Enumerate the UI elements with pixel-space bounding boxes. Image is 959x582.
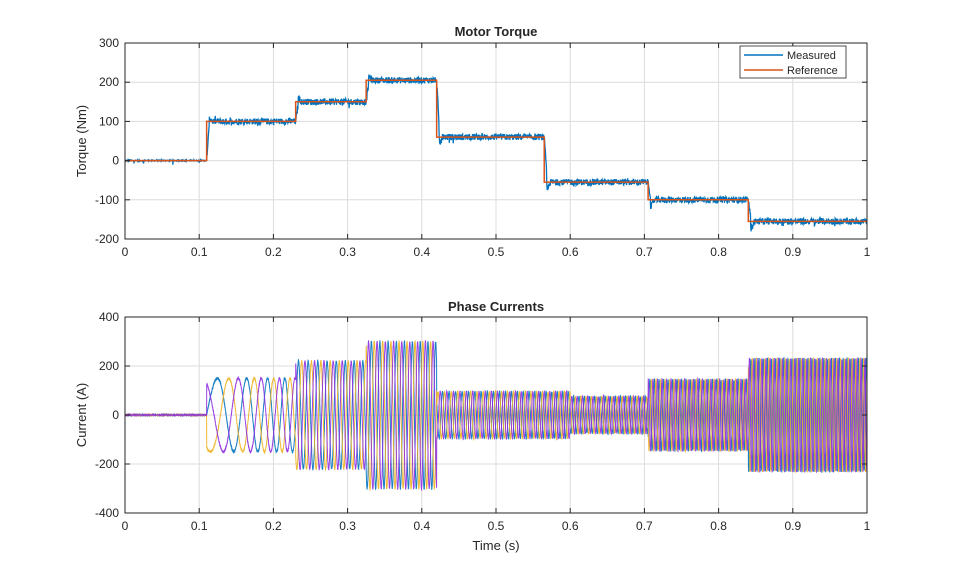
y-tick-label: 0 [112,154,119,168]
y-tick-label: 0 [112,408,119,422]
x-tick-label: 0.7 [636,519,653,533]
currents-xlabel: Time (s) [472,538,519,553]
series-phase-2 [124,340,868,492]
x-tick-label: 0.6 [562,519,579,533]
currents-axes: Phase Currents Current (A) Time (s) 0 0.1… [74,299,871,553]
y-tick-label: -100 [95,193,119,207]
x-tick-label: 0.5 [488,519,505,533]
x-tick-label: 0.2 [265,245,282,259]
legend-reference-label: Reference [787,65,838,77]
y-tick-label: -200 [95,232,119,246]
y-tick-label: -400 [95,506,119,520]
legend-measured-label: Measured [787,50,836,62]
y-tick-label: 400 [99,310,119,324]
torque-axes: Motor Torque Torque (Nm) 0 0.1 0.2 0.3 0.4 0.… [74,24,871,259]
x-tick-label: 0.4 [413,519,430,533]
x-tick-label: 0 [122,245,129,259]
x-tick-label: 0.2 [265,519,282,533]
x-tick-label: 0.3 [339,519,356,533]
currents-ylabel: Current (A) [74,383,89,447]
x-tick-label: 0.9 [784,245,801,259]
x-tick-label: 0 [122,519,129,533]
y-tick-label: -200 [95,457,119,471]
x-tick-label: 0.6 [562,245,579,259]
x-tick-label: 0.8 [710,245,727,259]
x-tick-label: 0.1 [191,245,208,259]
x-tick-label: 0.3 [339,245,356,259]
x-tick-label: 0.8 [710,519,727,533]
y-tick-label: 200 [99,359,119,373]
currents-title: Phase Currents [448,299,544,314]
y-tick-label: 200 [99,75,119,89]
torque-ylabel: Torque (Nm) [74,105,89,177]
torque-title: Motor Torque [455,24,538,39]
x-tick-label: 0.7 [636,245,653,259]
x-tick-label: 0.4 [413,245,430,259]
x-tick-label: 1 [864,245,871,259]
x-tick-label: 0.1 [191,519,208,533]
legend: Measured Reference [739,45,847,79]
y-tick-label: 100 [99,114,119,128]
series-phase-3 [124,340,868,492]
y-tick-label: 300 [99,36,119,50]
x-tick-label: 0.9 [784,519,801,533]
x-tick-label: 1 [864,519,871,533]
series-reference [125,79,867,223]
x-tick-label: 0.5 [488,245,505,259]
